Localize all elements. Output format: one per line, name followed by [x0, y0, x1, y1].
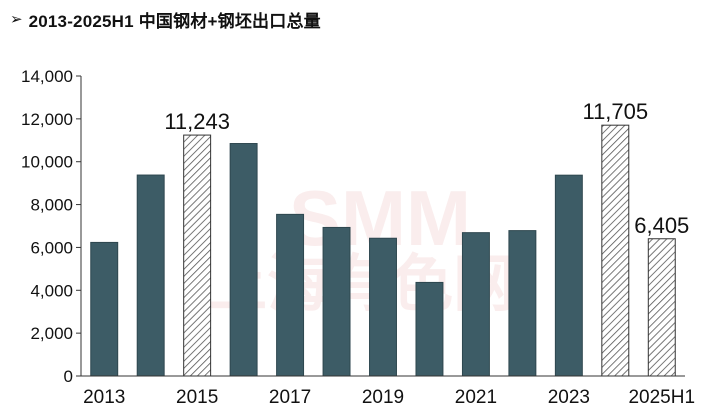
data-labels: 11,243 11,705 6,405 [164, 99, 689, 238]
y-tick-label: 2,000 [30, 324, 73, 343]
bar-2023 [554, 174, 583, 377]
data-label: 11,705 [582, 99, 648, 124]
bar-2025H1 [647, 238, 676, 377]
bar-2015 [183, 134, 212, 377]
y-tick-label: 14,000 [21, 67, 73, 86]
bar-2022 [508, 230, 537, 377]
y-tick-label: 0 [64, 367, 73, 386]
x-tick-label: 2023 [548, 387, 590, 408]
x-tick-label: 2025H1 [628, 387, 695, 408]
bar-2019 [369, 237, 397, 377]
bar-2016 [229, 143, 258, 377]
y-axis-ticks: 0 2,000 4,000 6,000 8,000 10,000 12,000 14,000 [21, 67, 81, 386]
bar-2013 [90, 241, 119, 377]
x-tick-label: 2017 [269, 387, 311, 408]
x-tick-label: 2019 [362, 387, 404, 408]
bar-2018 [322, 226, 351, 377]
x-tick-label: 2015 [176, 387, 218, 408]
axes [80, 76, 685, 377]
y-tick-label: 12,000 [21, 110, 73, 129]
bars [90, 124, 676, 377]
x-tick-label: 2013 [83, 387, 125, 408]
y-tick-label: 8,000 [30, 196, 73, 215]
y-tick-label: 6,000 [30, 238, 73, 257]
y-tick-label: 10,000 [21, 153, 73, 172]
data-label: 11,243 [164, 109, 230, 134]
bar-2014 [136, 174, 165, 377]
x-axis-ticks: 2013 2015 2017 2019 2021 2023 2025H1 [83, 387, 695, 408]
data-label: 6,405 [634, 213, 689, 238]
bar-2017 [276, 213, 305, 377]
bar-2024 [601, 124, 630, 377]
bar-2021 [461, 232, 490, 377]
bar-2020 [415, 281, 444, 377]
title-text: 2013-2025H1 中国钢材+钢坯出口总量 [28, 11, 321, 31]
chart-title: ➢ 2013-2025H1 中国钢材+钢坯出口总量 [10, 6, 321, 32]
x-tick-label: 2021 [455, 387, 497, 408]
title-arrow-icon: ➢ [10, 11, 23, 28]
y-tick-label: 4,000 [30, 281, 73, 300]
